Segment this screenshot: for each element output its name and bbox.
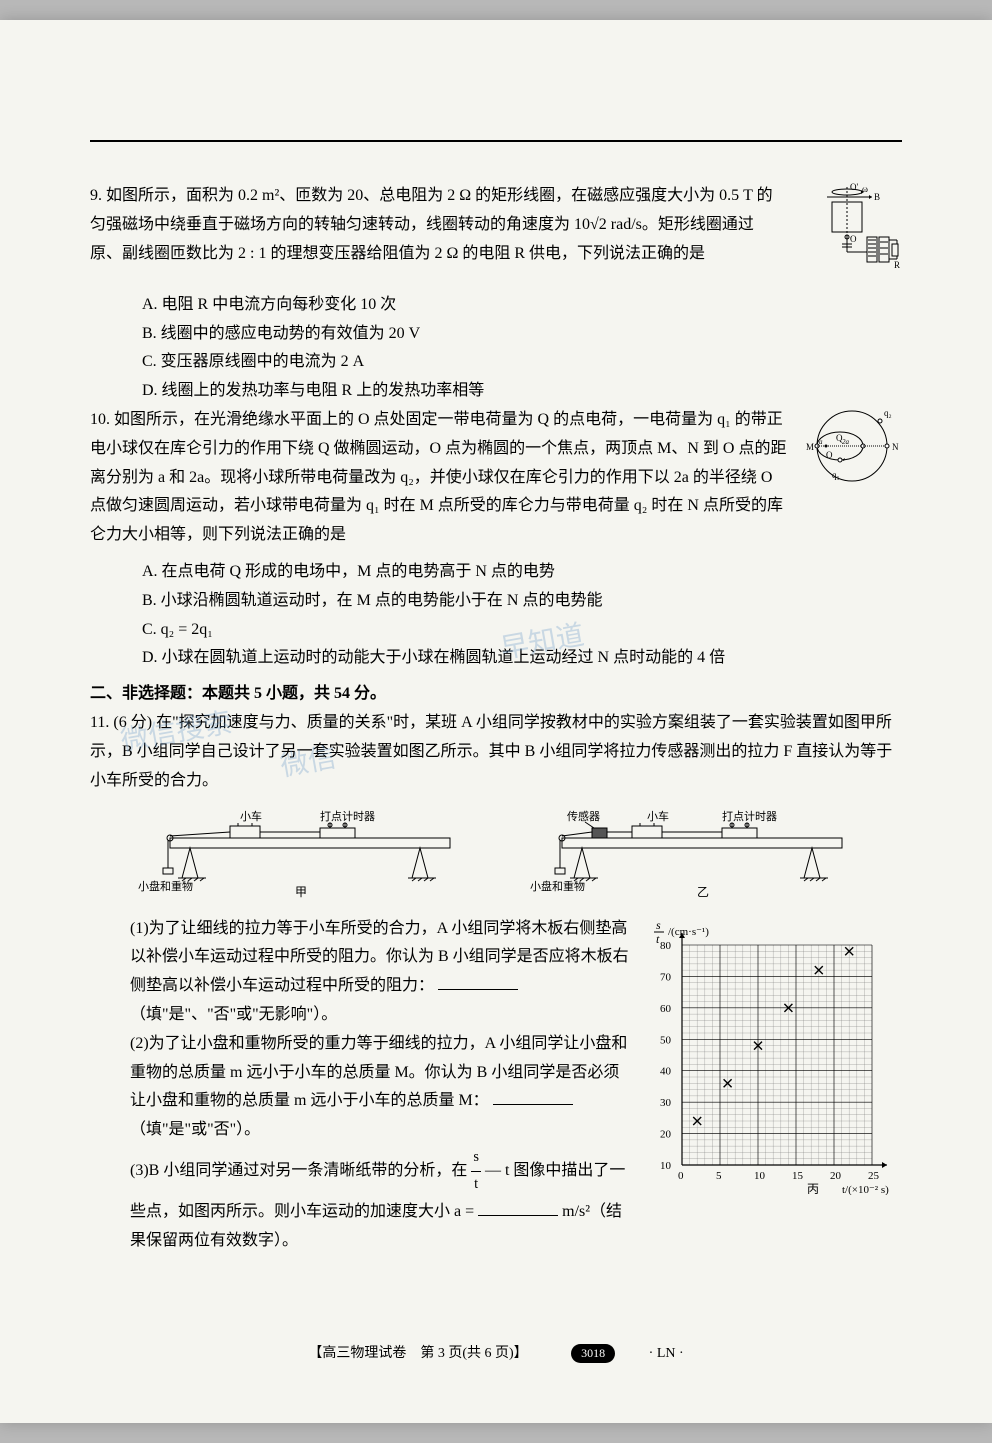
label-O: O [826, 450, 833, 460]
question-10: q₂ M Q O a 2a N q₁ 1 [90, 406, 902, 550]
q10-number: 10. [90, 411, 110, 428]
q10-option-a: A. 在点电荷 Q 形成的电场中，M 点的电势高于 N 点的电势 [90, 558, 902, 587]
svg-text:60: 60 [660, 1002, 672, 1014]
svg-text:t/(×10⁻² s): t/(×10⁻² s) [842, 1184, 889, 1195]
svg-text:50: 50 [660, 1034, 672, 1046]
svg-text:10: 10 [660, 1160, 672, 1172]
q11-sub-3: (3)B 小组同学通过对另一条清晰纸带的分析，在 st — t 图像中描出了一些… [90, 1145, 632, 1255]
label-jia: 甲 [295, 885, 307, 898]
svg-text:80: 80 [660, 940, 672, 952]
exam-page: O' ω B O [0, 20, 992, 1423]
footer-ln: · LN · [649, 1346, 684, 1361]
q11-subquestions: (1)为了让细线的拉力等于小车所受的合力，A 小组同学将木板右侧垫高以补偿小车运… [90, 915, 642, 1256]
blank-2[interactable] [493, 1089, 573, 1105]
svg-text:/(cm·s⁻¹): /(cm·s⁻¹) [668, 926, 709, 938]
label-car-yi: 小车 [647, 809, 669, 823]
q11-number: 11. [90, 714, 109, 731]
q9-number: 9. [90, 187, 102, 204]
q11-points: (6 分) [113, 714, 152, 731]
q11-text: 在"探究加速度与力、质量的关系"时，某班 A 小组同学按教材中的实验方案组装了一… [90, 714, 892, 789]
apparatus-yi: 传感器 小车 打点计时器 [522, 808, 862, 903]
label-timer-yi: 打点计时器 [722, 809, 777, 823]
label-Oprime: O' [850, 182, 858, 192]
blank-3[interactable] [478, 1200, 558, 1216]
label-yi: 乙 [697, 885, 709, 898]
q10-text: 如图所示，在光滑绝缘水平面上的 O 点处固定一带电荷量为 Q 的点电荷，一电荷量… [90, 411, 786, 543]
label-M: M [806, 442, 814, 452]
svg-text:5: 5 [716, 1170, 722, 1182]
q9-option-c: C. 变压器原线圈中的电流为 2 A [90, 348, 902, 377]
blank-1[interactable] [438, 974, 518, 990]
q10-option-b: B. 小球沿椭圆轨道运动时，在 M 点的电势能小于在 N 点的电势能 [90, 587, 902, 616]
svg-text:2a: 2a [842, 438, 850, 446]
svg-text:20: 20 [660, 1128, 672, 1140]
label-q1: q₁ [832, 470, 840, 480]
q10-option-c: C. q₂ = 2q₁ [90, 616, 902, 645]
svg-text:25: 25 [868, 1170, 880, 1182]
svg-text:40: 40 [660, 1065, 672, 1077]
label-car-jia: 小车 [240, 809, 262, 823]
footer-badge: 3018 [571, 1344, 615, 1363]
svg-text:s: s [656, 918, 661, 932]
q11-sub-2: (2)为了让小盘和重物所受的重力等于细线的拉力，A 小组同学让小盘和重物的总质量… [90, 1030, 632, 1145]
q11-graph: st/(cm·s⁻¹)05101520251020304050607080t/(… [642, 915, 902, 1256]
label-pan-yi: 小盘和重物 [530, 879, 585, 893]
footer-text: 【高三物理试卷 第 3 页(共 6 页)】 [308, 1346, 527, 1361]
svg-text:0: 0 [678, 1170, 684, 1182]
svg-text:10: 10 [754, 1170, 766, 1182]
svg-text:20: 20 [830, 1170, 842, 1182]
label-q2: q₂ [884, 408, 892, 418]
label-B: B [874, 192, 880, 202]
svg-text:15: 15 [792, 1170, 804, 1182]
q9-figure: O' ω B O [792, 182, 902, 283]
label-O: O [850, 234, 857, 244]
svg-text:a: a [819, 438, 823, 446]
svg-text:30: 30 [660, 1097, 672, 1109]
q11-sub-1: (1)为了让细线的拉力等于小车所受的合力，A 小组同学将木板右侧垫高以补偿小车运… [90, 915, 632, 1030]
svg-text:丙: 丙 [807, 1182, 819, 1195]
q9-option-b: B. 线圈中的感应电动势的有效值为 20 V [90, 320, 902, 349]
label-N: N [892, 442, 899, 452]
label-R: R [894, 260, 900, 270]
label-timer-jia: 打点计时器 [320, 809, 375, 823]
page-footer: 【高三物理试卷 第 3 页(共 6 页)】 3018 · LN · [0, 1342, 992, 1363]
apparatus-figures: 小车 打点计时器 [90, 808, 902, 903]
q9-option-d: D. 线圈上的发热功率与电阻 R 上的发热功率相等 [90, 377, 902, 406]
q10-option-d: D. 小球在圆轨道上运动时的动能大于小球在椭圆轨道上运动经过 N 点时动能的 4… [90, 644, 902, 673]
q9-text: 如图所示，面积为 0.2 m²、匝数为 20、总电阻为 2 Ω 的矩形线圈，在磁… [90, 187, 773, 262]
q9-option-a: A. 电阻 R 中电流方向每秒变化 10 次 [90, 291, 902, 320]
top-rule [90, 140, 902, 142]
label-pan-jia: 小盘和重物 [138, 879, 193, 893]
section-2-header: 二、非选择题：本题共 5 小题，共 54 分。 [90, 679, 902, 703]
apparatus-jia: 小车 打点计时器 [130, 808, 470, 903]
fraction-st: st [471, 1145, 481, 1198]
label-sensor: 传感器 [567, 810, 600, 823]
svg-text:70: 70 [660, 971, 672, 983]
question-9: O' ω B O [90, 182, 902, 283]
q10-figure: q₂ M Q O a 2a N q₁ [802, 406, 902, 497]
q11-lower-section: (1)为了让细线的拉力等于小车所受的合力，A 小组同学将木板右侧垫高以补偿小车运… [90, 915, 902, 1256]
question-11: 11. (6 分) 在"探究加速度与力、质量的关系"时，某班 A 小组同学按教材… [90, 709, 902, 795]
